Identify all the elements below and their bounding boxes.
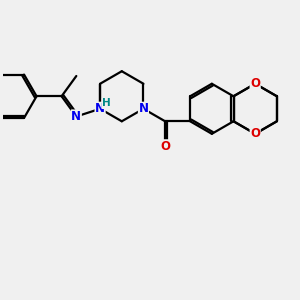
Text: O: O	[250, 77, 260, 90]
Text: N: N	[139, 102, 148, 115]
Text: O: O	[250, 127, 260, 140]
Text: H: H	[102, 98, 111, 109]
Text: N: N	[71, 110, 81, 123]
Text: N: N	[95, 102, 105, 115]
Text: O: O	[160, 140, 170, 153]
